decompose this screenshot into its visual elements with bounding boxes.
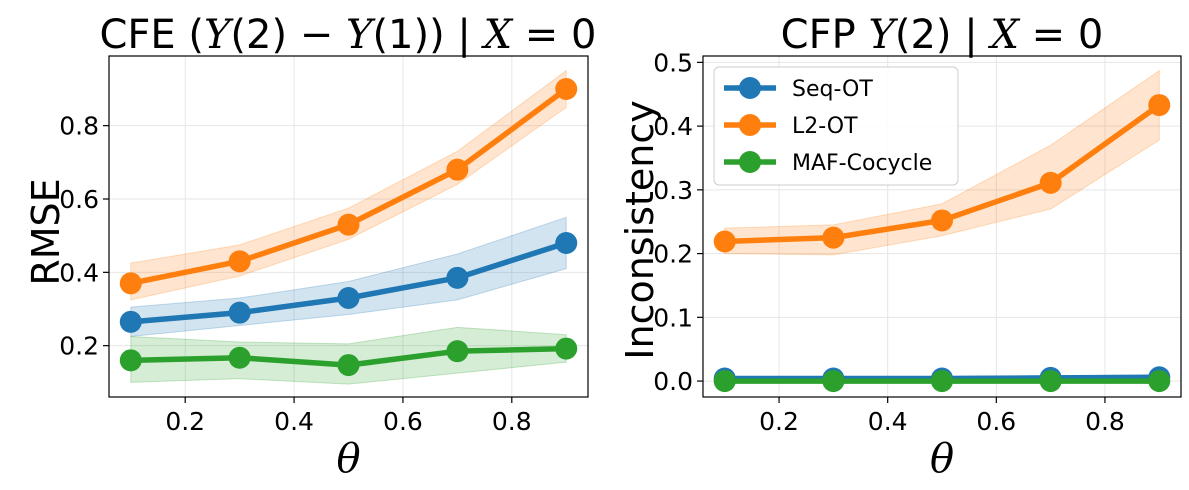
x-tick-label: 0.6 <box>383 407 423 436</box>
data-point-l2-ot <box>1039 171 1062 194</box>
data-point-l2-ot <box>446 158 469 181</box>
y-axis-label: RMSE <box>24 178 68 285</box>
y-tick-label: 0.4 <box>653 112 693 141</box>
legend-marker-seq-ot <box>739 77 761 99</box>
y-tick-label: 0.2 <box>59 332 99 361</box>
data-point-maf-cocycle <box>822 370 845 393</box>
chart-panel-2: 0.2 0.4 0.6 0.8 0.0 0.1 0.2 0.3 0.4 0.5 CFP Y(2) |… <box>618 12 1182 482</box>
data-point-maf-cocycle <box>337 354 360 377</box>
data-point-seq-ot <box>555 232 578 254</box>
data-point-l2-ot <box>931 209 953 232</box>
x-tick-label: 0.8 <box>492 407 532 436</box>
y-tick-label: 0.2 <box>653 240 693 269</box>
legend-marker-l2-ot <box>739 114 761 136</box>
data-point-seq-ot <box>337 287 360 309</box>
x-tick-label: 0.6 <box>976 407 1016 436</box>
data-point-l2-ot <box>713 230 736 253</box>
data-point-seq-ot <box>228 301 251 324</box>
legend-box <box>713 66 959 186</box>
plot-area <box>713 69 1171 393</box>
axes-frame <box>702 55 1182 398</box>
x-tick-label: 0.2 <box>759 407 799 436</box>
data-point-maf-cocycle <box>1148 370 1171 393</box>
x-tick-label: 0.4 <box>274 407 314 436</box>
chart-panel-1: 0.2 0.4 0.6 0.8 0.2 0.4 0.6 0.8 CFE (Y(2) − Y(1)… <box>24 12 597 482</box>
y-tick-label: 0.8 <box>59 112 99 141</box>
data-point-l2-ot <box>555 78 578 100</box>
y-tick-label: 0.0 <box>653 367 693 396</box>
axes-frame <box>108 55 589 398</box>
data-point-seq-ot <box>119 310 142 333</box>
legend-label-l2-ot: L2-OT <box>792 114 858 139</box>
data-point-maf-cocycle <box>931 370 953 393</box>
x-tick-label: 0.8 <box>1085 407 1125 436</box>
data-point-maf-cocycle <box>446 340 469 363</box>
y-tick-label: 0.6 <box>59 185 99 214</box>
chart-title: CFE (Y(2) − Y(1)) | X = 0 <box>99 12 596 58</box>
chart-title: CFP Y(2) | X = 0 <box>781 12 1104 58</box>
y-axis-label: Inconsistency <box>618 100 662 359</box>
data-point-l2-ot <box>119 272 142 295</box>
legend: Seq-OT L2-OT MAF-Cocycle <box>713 66 959 186</box>
data-point-maf-cocycle <box>713 370 736 393</box>
data-point-l2-ot <box>822 226 845 249</box>
data-point-seq-ot <box>446 266 469 289</box>
y-tick-label: 0.4 <box>59 258 99 287</box>
plot-area <box>119 69 578 385</box>
data-point-maf-cocycle <box>228 346 251 369</box>
data-point-l2-ot <box>337 213 360 236</box>
x-tick-label: 0.2 <box>165 407 205 436</box>
legend-label-maf-cocycle: MAF-Cocycle <box>792 151 932 176</box>
legend-marker-maf-cocycle <box>739 151 761 173</box>
data-point-maf-cocycle <box>555 337 578 360</box>
y-tick-label: 0.1 <box>653 303 693 332</box>
data-point-maf-cocycle <box>1039 370 1062 393</box>
data-point-l2-ot <box>228 250 251 273</box>
y-tick-label: 0.3 <box>653 176 693 205</box>
data-point-l2-ot <box>1148 94 1171 117</box>
x-axis-label: θ <box>930 436 954 482</box>
legend-label-seq-ot: Seq-OT <box>792 77 873 102</box>
x-axis-label: θ <box>336 436 360 482</box>
data-point-maf-cocycle <box>119 349 142 372</box>
confidence-band-l2-ot <box>724 69 1160 256</box>
y-tick-label: 0.5 <box>653 48 693 77</box>
x-tick-label: 0.4 <box>868 407 908 436</box>
